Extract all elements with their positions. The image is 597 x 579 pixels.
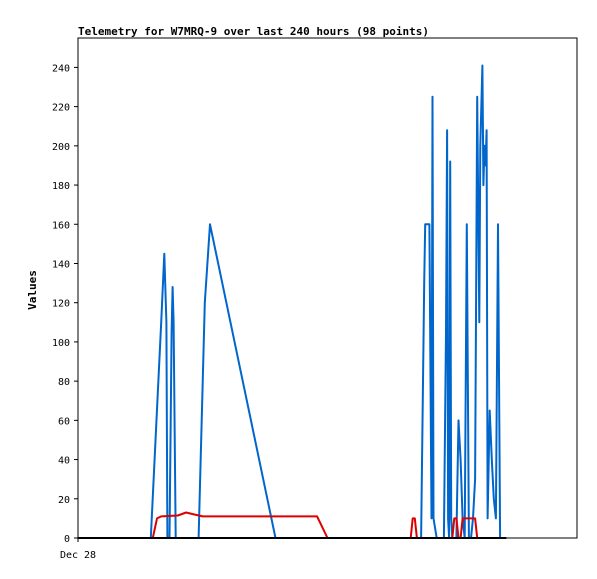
y-axis: 0 20 40 60 80 100 120 140 160 180 200 220 240 bbox=[52, 63, 78, 545]
y-tick-label: 160 bbox=[52, 220, 70, 231]
x-tick-label: Dec 28 bbox=[60, 550, 96, 561]
y-tick-label: 20 bbox=[58, 495, 70, 506]
y-axis-label: Values bbox=[26, 270, 39, 310]
y-tick-label: 40 bbox=[58, 456, 70, 467]
y-tick-label: 180 bbox=[52, 181, 70, 192]
y-tick-label: 220 bbox=[52, 103, 70, 114]
series-line-2 bbox=[78, 511, 494, 539]
chart-title: Telemetry for W7MRQ-9 over last 240 hour… bbox=[78, 25, 429, 38]
y-tick-label: 200 bbox=[52, 142, 70, 153]
series-layer bbox=[78, 64, 507, 539]
series-line-1 bbox=[78, 64, 507, 539]
y-tick-label: 0 bbox=[64, 534, 70, 545]
y-tick-label: 140 bbox=[52, 259, 70, 270]
y-tick-label: 240 bbox=[52, 63, 70, 74]
y-tick-label: 80 bbox=[58, 377, 70, 388]
y-tick-label: 60 bbox=[58, 416, 70, 427]
y-tick-label: 100 bbox=[52, 338, 70, 349]
plot-frame bbox=[77, 37, 578, 539]
y-tick-label: 120 bbox=[52, 299, 70, 310]
